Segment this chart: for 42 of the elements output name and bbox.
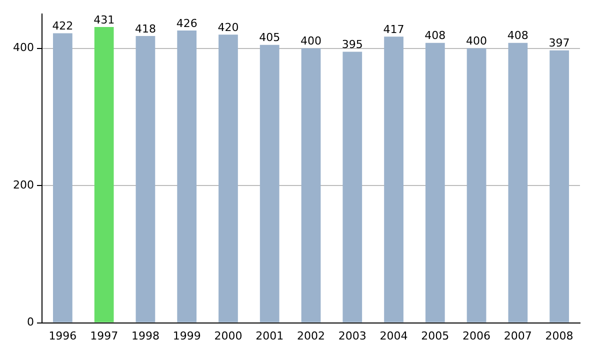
data-label: 395 [342, 38, 363, 52]
x-tick-label: 2002 [297, 329, 325, 342]
bar [301, 48, 321, 322]
data-label: 422 [52, 20, 74, 33]
x-tick-label: 1999 [172, 329, 201, 342]
data-label: 405 [259, 31, 280, 44]
data-label: 400 [466, 34, 488, 48]
bar [384, 36, 404, 322]
x-tick-label: 2001 [256, 329, 284, 342]
x-tick-label: 2007 [504, 329, 532, 342]
bar [425, 42, 445, 322]
bar [342, 52, 362, 322]
x-tick-label: 2006 [462, 329, 491, 342]
x-tick-label: 1998 [131, 329, 160, 342]
x-tick-label: 1996 [48, 329, 77, 342]
data-label: 400 [300, 34, 322, 48]
x-tick-label: 2008 [545, 329, 574, 342]
data-label: 431 [94, 13, 115, 26]
data-label: 426 [176, 16, 198, 30]
bar [260, 44, 280, 322]
x-tick-label: 2005 [421, 329, 450, 342]
x-tick-label: 1997 [90, 329, 118, 342]
x-tick-label: 2003 [338, 329, 366, 342]
y-tick-label: 200 [12, 178, 34, 192]
x-tick-label: 2000 [214, 329, 242, 342]
data-label: 408 [424, 29, 446, 42]
data-label: 408 [507, 29, 528, 42]
data-label: 418 [134, 22, 156, 36]
data-label: 397 [548, 36, 570, 50]
bar [218, 34, 238, 322]
data-label: 417 [383, 23, 404, 36]
x-tick-label: 2004 [380, 329, 408, 342]
y-tick-label: 400 [12, 41, 34, 54]
bar [136, 36, 156, 322]
bar [177, 30, 197, 322]
bar [550, 50, 569, 322]
bar [53, 33, 72, 322]
bar [508, 42, 528, 322]
data-label: 420 [218, 20, 239, 34]
bar [94, 27, 114, 322]
y-tick-label: 0 [26, 316, 34, 329]
bar [466, 48, 486, 322]
